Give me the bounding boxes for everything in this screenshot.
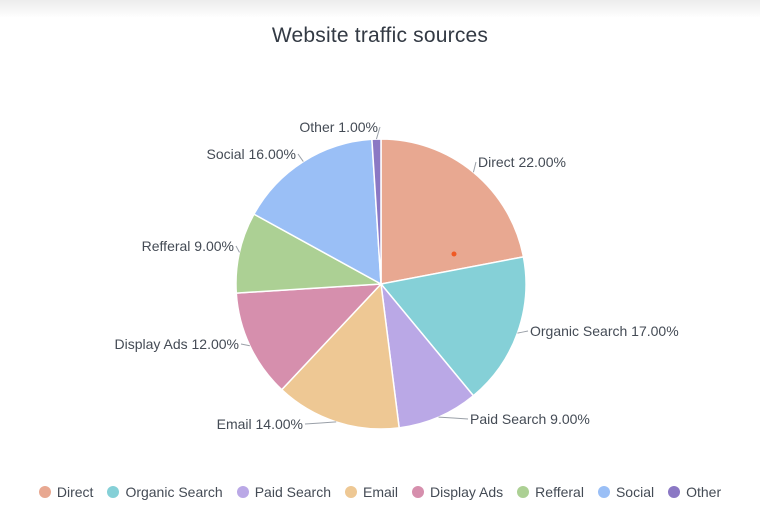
pie-slice-refferal[interactable] (235, 213, 384, 294)
legend-label: Refferal (535, 484, 584, 500)
pie-chart: Direct 22.00% Organic Search 17.00% Paid S… (114, 119, 679, 432)
leader-line-email (304, 421, 337, 425)
legend-label: Organic Search (125, 484, 223, 500)
legend-item-social[interactable]: Social (597, 484, 655, 500)
leader-line-social (297, 153, 304, 162)
legend-item-direct[interactable]: Direct (38, 484, 94, 500)
legend-item-refferal[interactable]: Refferal (517, 484, 584, 500)
leader-line-direct (472, 161, 477, 173)
legend-item-email[interactable]: Email (345, 484, 398, 500)
legend-marker-icon (597, 486, 610, 498)
slice-label-direct: Direct 22.00% (478, 154, 566, 170)
pie-slice-paid-search[interactable] (379, 281, 475, 429)
slice-label-social: Social 16.00% (206, 146, 296, 162)
slice-label-paid-search: Paid Search 9.00% (470, 411, 590, 427)
legend-label: Paid Search (254, 484, 331, 500)
chart-legend: Direct Organic Search Paid Search Email Disp… (0, 484, 760, 500)
leader-line-refferal (235, 245, 240, 253)
legend-label: Other (686, 484, 722, 500)
legend-label: Social (615, 484, 655, 500)
top-shade (0, 0, 760, 18)
leader-line-other (375, 126, 381, 140)
legend-item-organic-search[interactable]: Organic Search (107, 484, 223, 500)
legend-label: Email (363, 484, 399, 500)
cursor-marker (451, 251, 457, 257)
legend-marker-icon (668, 486, 681, 498)
legend-item-other[interactable]: Other (668, 484, 721, 500)
legend-marker-icon (412, 486, 425, 498)
slice-label-refferal: Refferal 9.00% (142, 238, 234, 254)
slice-label-organic-search: Organic Search 17.00% (530, 323, 679, 339)
legend-item-display-ads[interactable]: Display Ads (412, 484, 503, 500)
legend-marker-icon (107, 486, 120, 498)
leader-line-display-ads (240, 343, 250, 347)
pie-slice-display-ads[interactable] (235, 283, 383, 391)
slice-label-other: Other 1.00% (299, 119, 378, 135)
legend-marker-icon (345, 486, 357, 498)
pie-slice-organic-search[interactable] (379, 255, 527, 397)
legend-label: Display Ads (430, 484, 504, 500)
slice-label-email: Email 14.00% (217, 416, 303, 432)
pie-slice-social[interactable] (252, 138, 382, 286)
legend-marker-icon (38, 486, 51, 498)
chart-title: Website traffic sources (271, 24, 489, 47)
pie-slice-email[interactable] (280, 282, 401, 430)
leader-line-organic-search (517, 330, 529, 334)
legend-marker-icon (517, 486, 530, 498)
leader-line-paid-search (438, 416, 469, 420)
legend-marker-icon (236, 486, 249, 498)
legend-label: Direct (56, 484, 94, 500)
slice-label-display-ads: Display Ads 12.00% (114, 336, 239, 352)
legend-item-paid-search[interactable]: Paid Search (236, 484, 331, 500)
